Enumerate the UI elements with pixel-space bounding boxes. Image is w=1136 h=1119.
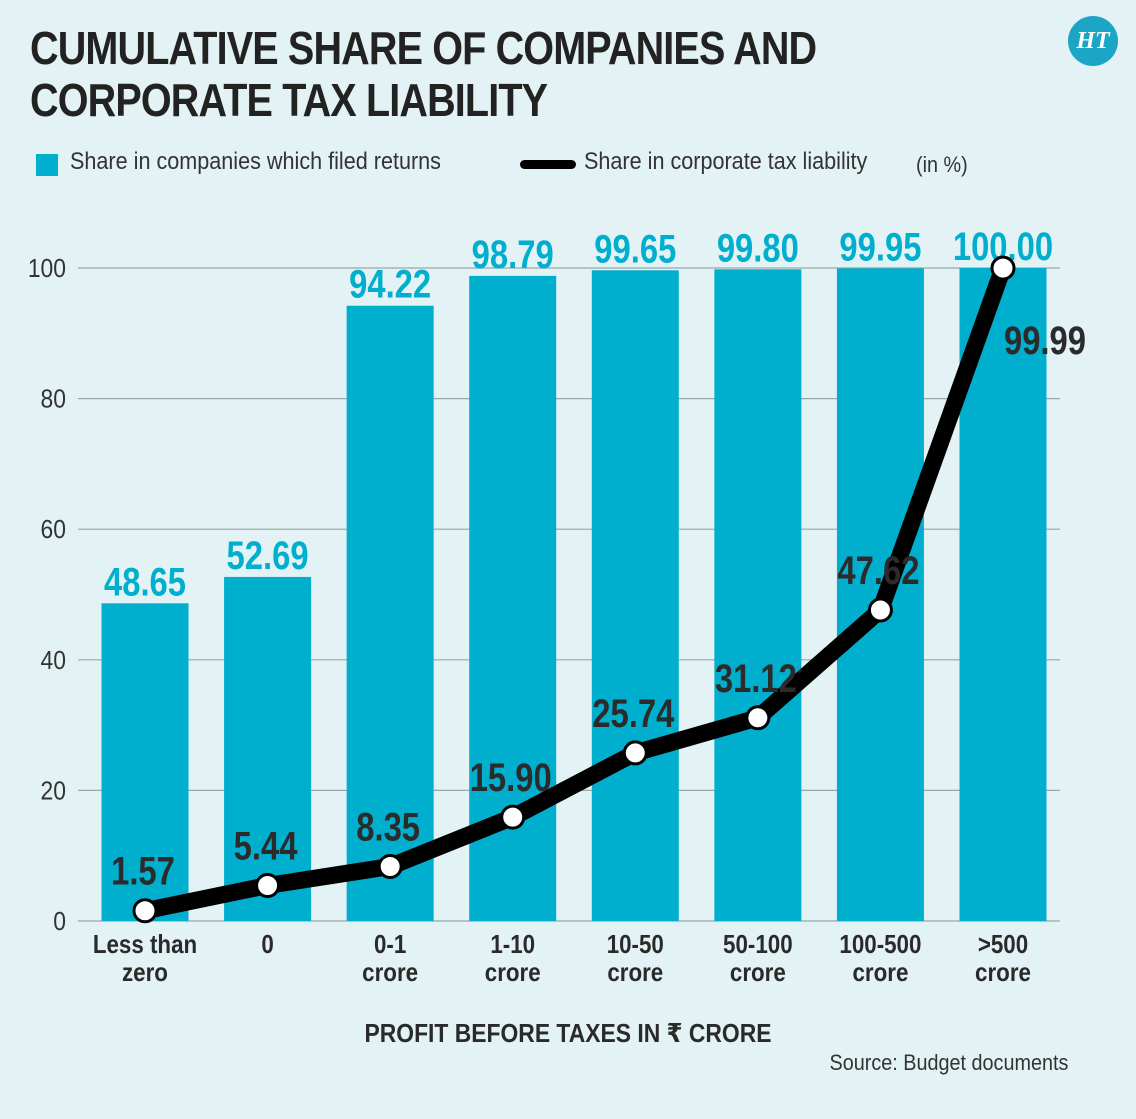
bar-value-label: 94.22	[349, 262, 431, 307]
x-tick-label: crore	[975, 958, 1031, 987]
x-tick-label: crore	[607, 958, 663, 987]
line-value-label: 15.90	[470, 755, 552, 800]
chart-title: CUMULATIVE SHARE OF COMPANIES AND CORPOR…	[30, 22, 873, 126]
tax-liability-point	[377, 853, 403, 879]
x-tick-label: 0	[261, 930, 273, 959]
x-tick-label: 1-10	[490, 930, 535, 959]
tax-liability-point	[500, 804, 526, 830]
y-tick-label: 100	[28, 255, 66, 284]
legend-unit: (in %)	[916, 152, 968, 177]
title-line-1: CUMULATIVE SHARE OF COMPANIES AND	[30, 22, 817, 74]
x-tick-label: zero	[122, 958, 168, 987]
y-tick-label: 60	[41, 516, 66, 545]
bar-value-label: 99.65	[594, 226, 676, 271]
legend-companies-label: Share in companies which filed returns	[70, 148, 441, 175]
line-value-label: 1.57	[111, 849, 175, 894]
x-tick-label: 50-100	[723, 930, 793, 959]
tax-liability-point	[867, 597, 893, 623]
x-tick-label: crore	[730, 958, 786, 987]
bar	[959, 268, 1047, 921]
source-note: Source: Budget documents	[829, 1050, 1068, 1075]
x-tick-label: crore	[852, 958, 908, 987]
tax-liability-point	[132, 898, 158, 924]
line-value-label: 31.12	[715, 656, 797, 701]
legend-tax-label: Share in corporate tax liability	[584, 148, 868, 175]
bar	[101, 603, 189, 921]
bar	[346, 305, 434, 921]
line-value-label: 47.62	[837, 548, 919, 593]
bar-value-label: 99.95	[839, 224, 921, 269]
x-tick-label: 100-500	[839, 930, 921, 959]
line-value-label: 25.74	[592, 691, 675, 736]
line-value-label: 99.99	[1004, 318, 1086, 363]
tax-liability-point	[745, 705, 771, 731]
line-value-label: 8.35	[356, 804, 420, 849]
y-tick-label: 0	[53, 908, 66, 937]
bar-value-label: 52.69	[227, 533, 309, 578]
legend-line-swatch	[520, 160, 576, 169]
bar	[591, 270, 679, 921]
x-tick-label: crore	[485, 958, 541, 987]
bar	[714, 269, 802, 921]
y-tick-label: 20	[41, 777, 66, 806]
tax-liability-point	[990, 255, 1016, 281]
title-line-2: CORPORATE TAX LIABILITY	[30, 74, 548, 126]
x-tick-label: Less than	[93, 930, 197, 959]
x-tick-label: 0-1	[374, 930, 406, 959]
y-tick-label: 80	[41, 385, 66, 414]
bar	[224, 576, 312, 921]
bar-value-label: 98.79	[472, 232, 554, 277]
y-tick-label: 40	[41, 647, 66, 676]
tax-liability-point	[622, 740, 648, 766]
line-value-label: 5.44	[234, 823, 298, 868]
x-tick-label: crore	[362, 958, 418, 987]
bar-value-label: 48.65	[104, 559, 186, 604]
legend: Share in companies which filed returns S…	[0, 146, 1136, 178]
ht-logo: HT	[1068, 16, 1118, 66]
tax-liability-line	[136, 259, 1012, 920]
x-axis-title: PROFIT BEFORE TAXES IN ₹ CRORE	[364, 1018, 772, 1048]
bar-value-label: 99.80	[717, 225, 799, 270]
legend-bar-swatch	[36, 154, 58, 176]
x-tick-label: 10-50	[607, 930, 664, 959]
x-tick-label: >500	[978, 930, 1028, 959]
tax-liability-point	[255, 872, 281, 898]
